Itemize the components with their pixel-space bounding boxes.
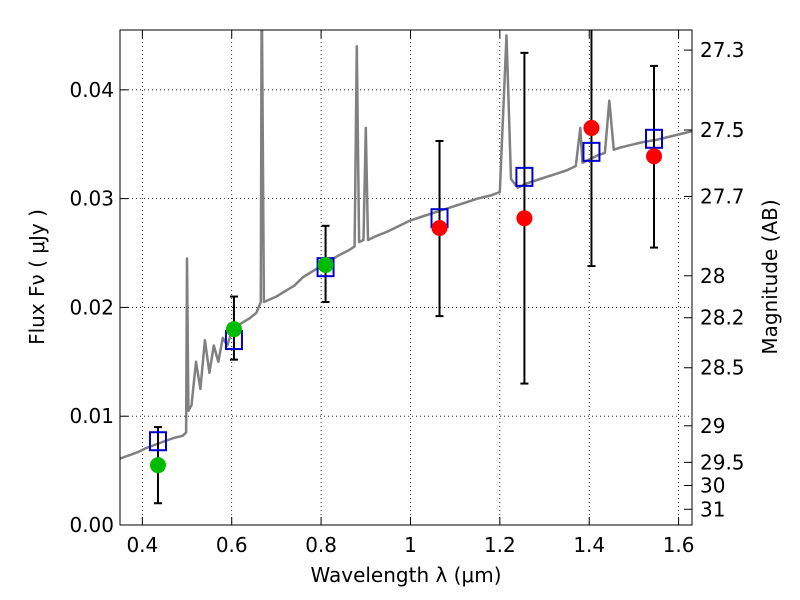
green-data-point (225, 321, 242, 338)
model-point (515, 166, 534, 187)
mag-tick-label: 30 (700, 474, 725, 498)
mag-tick-label: 27.7 (700, 184, 745, 208)
x-axis-label: Wavelength λ (μm) (310, 563, 501, 587)
spectrum-line (120, 30, 692, 460)
red-data-point (646, 148, 663, 165)
x-tick-label: 0.4 (126, 533, 158, 557)
red-data-point (583, 119, 600, 136)
green-data-point (317, 256, 334, 273)
x-tick-label: 1 (404, 533, 417, 557)
model-point (582, 141, 601, 162)
y2-axis-label: Magnitude (AB) (758, 199, 782, 354)
mag-tick-label: 27.3 (700, 38, 745, 62)
y-tick-label: 0.00 (69, 513, 114, 537)
y-tick-label: 0.04 (69, 78, 114, 102)
green-data-point (149, 457, 166, 474)
axis-ticks (120, 30, 692, 526)
model-point (148, 431, 167, 452)
x-tick-label: 0.6 (216, 533, 248, 557)
y-tick-label: 0.02 (69, 295, 114, 319)
mag-tick-label: 27.5 (700, 118, 745, 142)
x-tick-label: 1.6 (663, 533, 695, 557)
x-tick-label: 0.8 (305, 533, 337, 557)
mag-tick-label: 31 (700, 497, 725, 521)
red-data-point (431, 220, 448, 236)
x-tick-label: 1.2 (484, 533, 516, 557)
x-tick-label: 1.4 (573, 533, 605, 557)
grid (120, 30, 692, 525)
data-marks (148, 30, 664, 505)
mag-tick-label: 29 (700, 414, 725, 438)
mag-tick-label: 29.5 (700, 450, 745, 474)
red-data-point (516, 210, 533, 227)
y-axis-label: Flux Fν ( μJy ) (25, 209, 49, 345)
tick-labels: 0.4 0.6 0.8 1 1.2 1.4 1.6 0.00 0.01 0.02 0.03 0.04 2… (69, 38, 744, 557)
mag-tick-label: 28.5 (700, 356, 745, 380)
plot-frame (119, 29, 693, 526)
model-point (645, 128, 664, 149)
y-tick-label: 0.03 (69, 187, 114, 211)
mag-tick-label: 28 (700, 264, 725, 288)
y-tick-label: 0.01 (69, 404, 114, 428)
mag-tick-label: 28.2 (700, 306, 745, 330)
